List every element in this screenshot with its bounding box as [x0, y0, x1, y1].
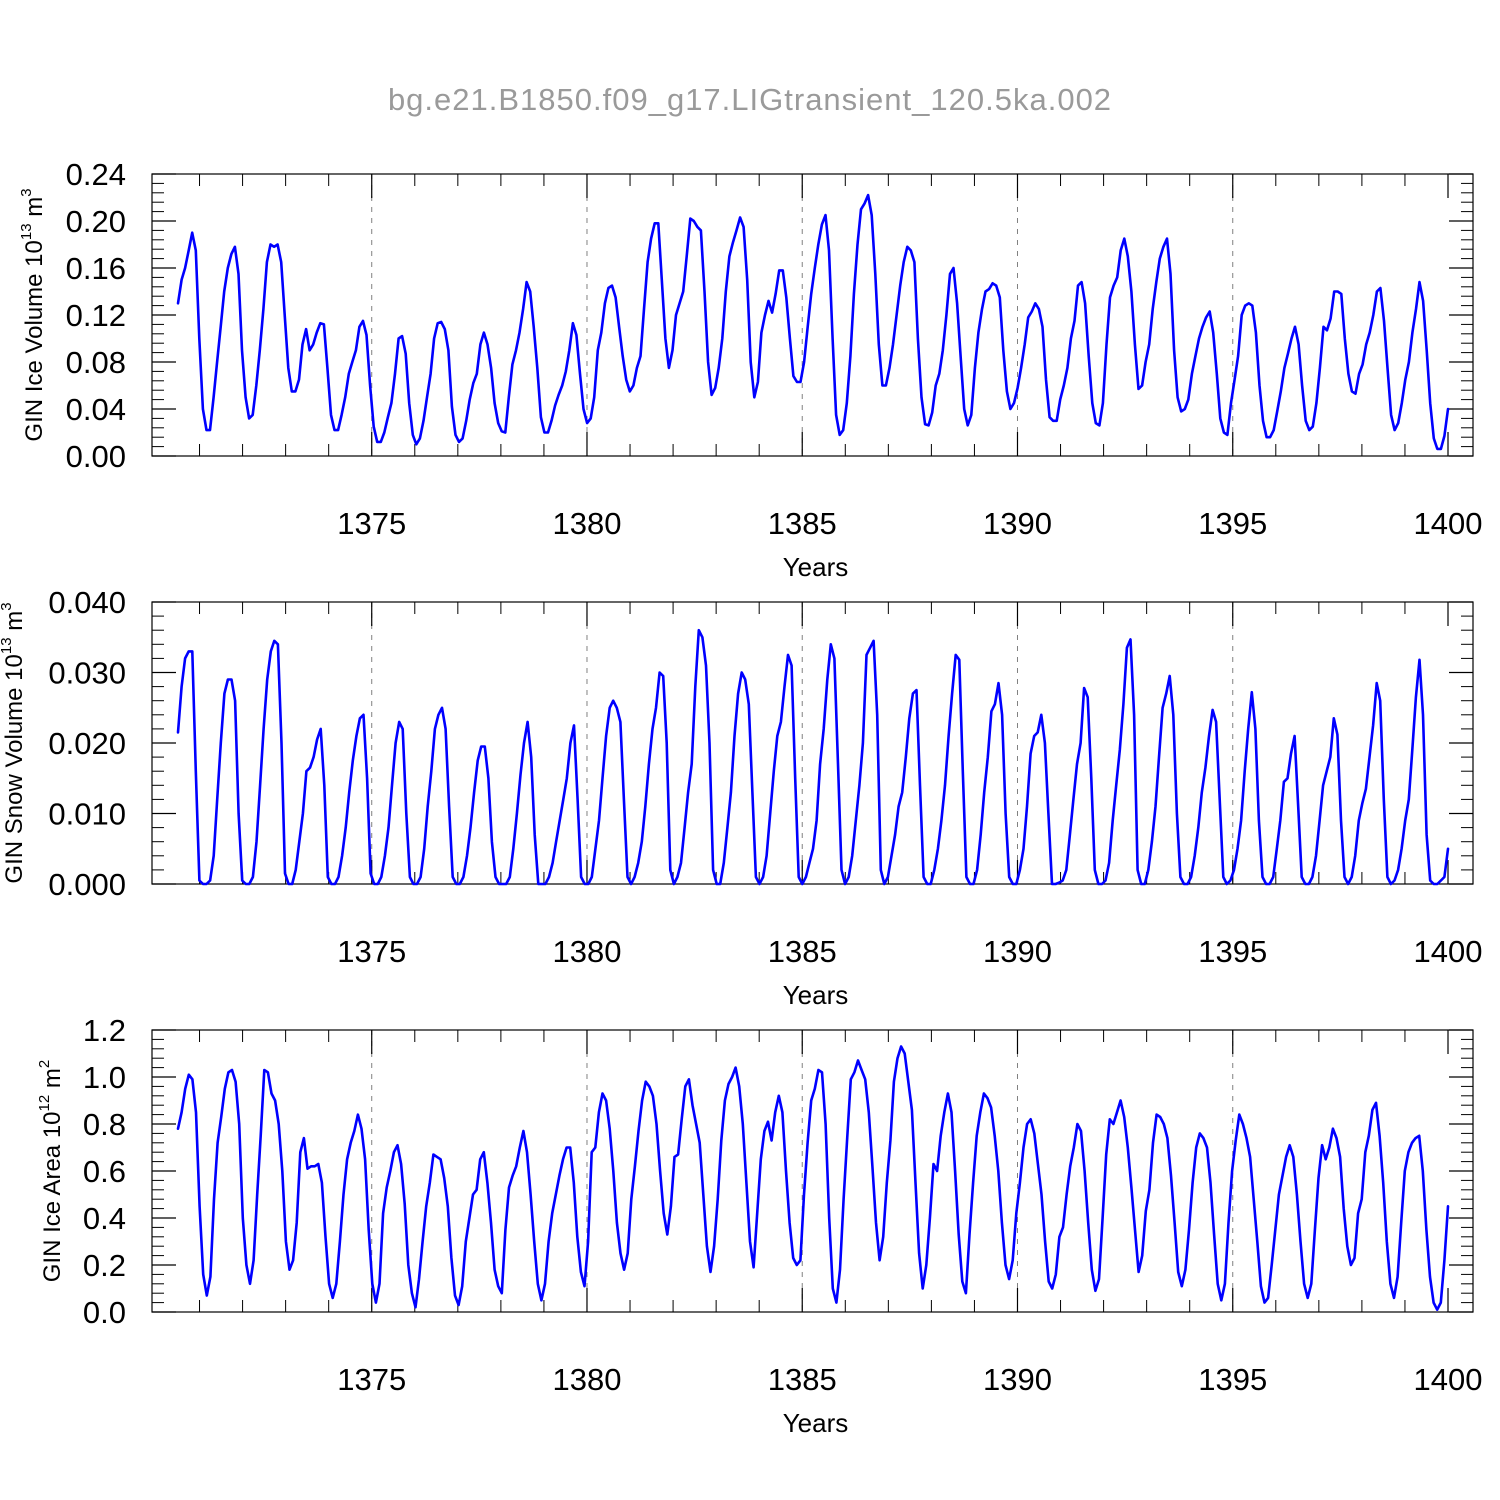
x-tick-label: 1390	[983, 506, 1052, 541]
y-axis-title: GIN Ice Volume 1013 m3	[18, 188, 48, 441]
data-series-line	[176, 193, 1450, 451]
x-axis-title: Years	[783, 552, 849, 582]
x-tick-label: 1375	[337, 506, 406, 541]
chart-title: bg.e21.B1850.f09_g17.LIGtransient_120.5k…	[387, 82, 1113, 117]
x-tick-label: 1390	[983, 1362, 1052, 1397]
plot-frame	[151, 1029, 1474, 1313]
y-tick-label: 0.12	[66, 298, 126, 333]
x-tick-label: 1380	[552, 934, 621, 969]
y-tick-label: 0.00	[66, 439, 126, 474]
x-tick-label: 1375	[337, 1362, 406, 1397]
chart-panel-3: 0.0 0.2 0.4 0.6 0.8 1.0 1.2 1375 1380 1385 1390 139…	[36, 1013, 1482, 1438]
y-tick-label: 0.20	[66, 204, 126, 239]
x-tick-label: 1380	[552, 1362, 621, 1397]
y-tick-label: 0.020	[48, 726, 126, 761]
x-tick-label: 1400	[1414, 934, 1483, 969]
y-tick-label: 0.6	[83, 1154, 126, 1189]
plot-frame	[151, 601, 1474, 885]
y-tick-label: 0.030	[48, 656, 126, 691]
chart-panel-1: 0.00 0.04 0.08 0.12 0.16 0.20 0.24 1375 1380 1385…	[18, 157, 1482, 582]
x-tick-label: 1380	[552, 506, 621, 541]
plot-frame	[151, 173, 1474, 457]
y-axis-title: GIN Snow Volume 1013 m3	[0, 602, 28, 883]
y-axis-title: GIN Ice Area 1012 m2	[36, 1060, 66, 1282]
x-tick-label: 1395	[1198, 506, 1267, 541]
y-tick-label: 0.000	[48, 867, 126, 902]
x-axis-title: Years	[783, 980, 849, 1010]
x-tick-label: 1375	[337, 934, 406, 969]
y-tick-label: 1.2	[83, 1013, 126, 1048]
x-tick-label: 1395	[1198, 1362, 1267, 1397]
y-tick-label: 0.08	[66, 345, 126, 380]
data-series-line	[176, 1045, 1450, 1311]
y-tick-label: 0.0	[83, 1295, 126, 1330]
x-tick-label: 1400	[1414, 506, 1483, 541]
chart-panel-2: 0.000 0.010 0.020 0.030 0.040 1375 1380 1385 139…	[0, 585, 1482, 1010]
x-axis-title: Years	[783, 1408, 849, 1438]
y-tick-label: 1.0	[83, 1060, 126, 1095]
y-tick-label: 0.16	[66, 251, 126, 286]
x-tick-label: 1400	[1414, 1362, 1483, 1397]
y-tick-label: 0.010	[48, 797, 126, 832]
x-tick-label: 1385	[768, 506, 837, 541]
y-tick-label: 0.8	[83, 1107, 126, 1142]
data-series-line	[176, 628, 1450, 886]
x-tick-label: 1385	[768, 1362, 837, 1397]
y-tick-label: 0.040	[48, 585, 126, 620]
x-tick-label: 1395	[1198, 934, 1267, 969]
x-tick-label: 1390	[983, 934, 1052, 969]
y-tick-label: 0.4	[83, 1201, 126, 1236]
y-tick-label: 0.04	[66, 392, 126, 427]
x-tick-label: 1385	[768, 934, 837, 969]
y-tick-label: 0.24	[66, 157, 126, 192]
y-tick-label: 0.2	[83, 1248, 126, 1283]
